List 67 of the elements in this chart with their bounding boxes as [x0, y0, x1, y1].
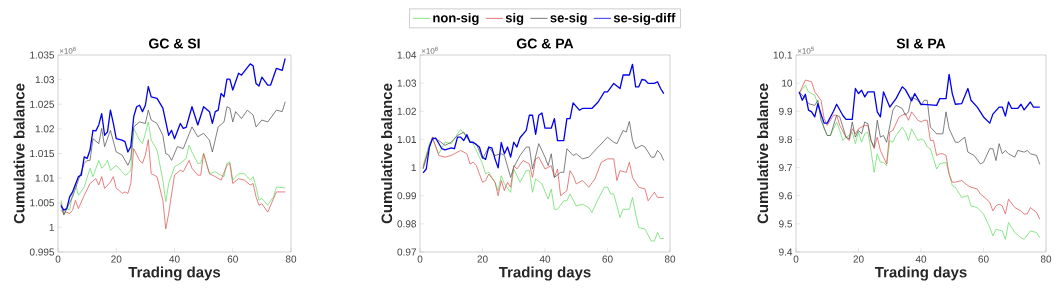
chart-title: GC & SI [149, 38, 200, 49]
y-tick-label: 1 [411, 164, 416, 172]
y-tick-label: 9.8 [779, 135, 793, 143]
x-tick-label: 40 [169, 255, 180, 263]
y-tick-label: 1.02 [397, 107, 416, 115]
x-tick-label: 20 [853, 255, 864, 263]
line-series [798, 84, 1041, 240]
legend-label: se-sig-diff [613, 12, 676, 26]
y-tick-label: 9.6 [779, 192, 793, 200]
text: ×10$^{6}$ [59, 46, 76, 54]
line-series [798, 79, 1041, 220]
y-tick-label: 0.97 [397, 248, 416, 256]
y-tick-label: 1.04 [397, 51, 417, 59]
y-tick-label: 0.995 [29, 248, 55, 256]
x-tick-label: 20 [111, 255, 122, 263]
y-tick-label: 10 [782, 79, 793, 87]
x-tick-label: 40 [915, 255, 927, 263]
line-series [798, 73, 1041, 124]
x-tick-label: 80 [285, 255, 297, 263]
legend-label: se-sig [550, 12, 587, 26]
legend-label: non-sig [433, 12, 479, 26]
line-series [422, 121, 665, 178]
y-tick-label: 0.98 [397, 220, 417, 228]
y-tick-label: 1 [49, 223, 54, 231]
chart-title: SI & PA [896, 38, 946, 49]
y-axis-title: Cumulative balance [381, 83, 393, 224]
line-series [798, 91, 1041, 165]
x-tick-label: 0 [55, 255, 61, 263]
y-tick-label: 1.005 [30, 199, 55, 207]
chart-title: GC & PA [516, 38, 574, 49]
y-tick-label: 9.7 [779, 164, 792, 172]
x-tick-label: 60 [602, 255, 613, 263]
y-tick-label: 1.015 [30, 149, 55, 158]
y-axis-title: Cumulative balance [13, 83, 25, 224]
y-tick-label: 1.035 [30, 51, 55, 59]
x-tick-label: 0 [793, 255, 799, 263]
text: ×10$^{5}$ [797, 46, 814, 54]
text: ×10$^{6}$ [421, 46, 438, 54]
y-tick-label: 1.02 [35, 125, 54, 133]
y-tick-label: 1.03 [35, 76, 55, 84]
y-tick-label: 1.01 [35, 174, 54, 182]
line-series [60, 139, 286, 230]
x-axis-title: Trading days [874, 266, 967, 281]
y-tick-label: 9.9 [779, 107, 793, 115]
x-tick-label: 40 [539, 255, 551, 263]
line-series [60, 101, 286, 216]
legend-label: sig [505, 12, 524, 26]
x-tick-label: 0 [417, 255, 423, 263]
y-tick-label: 1.03 [397, 79, 417, 87]
y-tick-label: 9.5 [779, 220, 793, 228]
y-tick-label: 10.1 [773, 51, 792, 59]
line-series [422, 129, 665, 242]
x-axis-title: Trading days [128, 266, 221, 281]
x-tick-label: 80 [1040, 255, 1052, 263]
y-axis-title: Cumulative balance [757, 83, 769, 224]
y-tick-label: 1.01 [397, 135, 416, 143]
line-series [422, 63, 665, 174]
line-series [60, 121, 286, 214]
line-series [422, 136, 665, 202]
y-tick-label: 0.99 [397, 192, 417, 200]
x-tick-label: 20 [477, 255, 488, 263]
x-tick-label: 60 [978, 255, 989, 263]
x-tick-label: 80 [664, 255, 676, 263]
y-tick-label: 1.025 [30, 100, 55, 108]
x-axis-title: Trading days [498, 266, 591, 281]
y-tick-label: 9.4 [779, 248, 793, 256]
x-tick-label: 60 [227, 255, 238, 263]
